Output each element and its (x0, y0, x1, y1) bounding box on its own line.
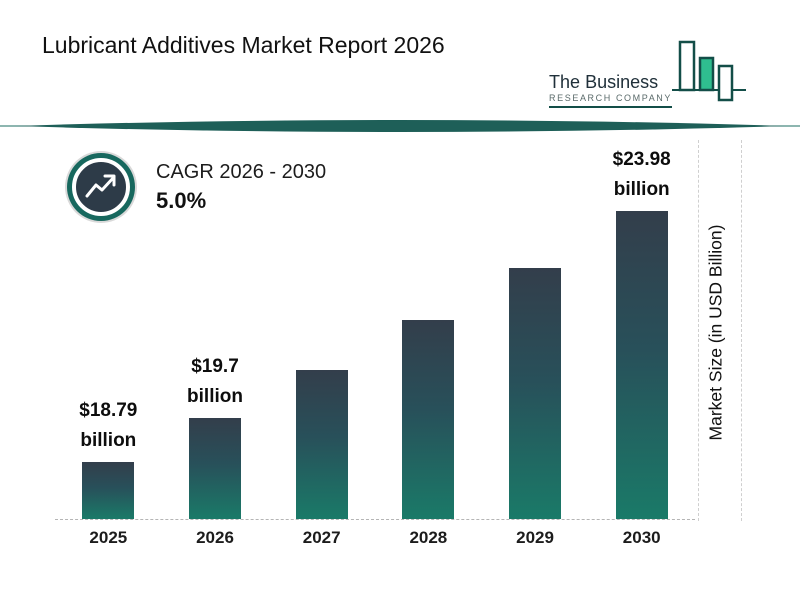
x-axis-tick-2027: 2027 (302, 528, 341, 547)
right-dashed-gridline-1 (698, 140, 699, 521)
bar-group-2025: $18.79 billion (55, 138, 162, 519)
y-axis-label: Market Size (in USD Billion) (705, 224, 726, 441)
company-logo-subtitle: RESEARCH COMPANY (549, 93, 672, 103)
cagr-trend-icon (72, 158, 130, 216)
cagr-block: CAGR 2026 - 2030 5.0% (72, 158, 326, 216)
header-divider (0, 120, 800, 132)
bar-chart-plot-area: $18.79 billion $19.7 billion $23.98 billion (55, 138, 695, 520)
x-axis-tick-2029: 2029 (516, 528, 554, 547)
x-axis-tick-2026: 2026 (196, 528, 234, 547)
x-axis-tick-2025: 2025 (89, 528, 128, 547)
page-title: Lubricant Additives Market Report 2026 (42, 32, 445, 58)
bar-group-2026: $19.7 billion (162, 138, 269, 519)
x-axis-tick-2028: 2028 (409, 528, 448, 547)
bar-group-2029 (482, 138, 589, 519)
company-logo-text: The Business RESEARCH COMPANY (549, 72, 672, 108)
bar-value-label-2026: $19.7 billion (187, 356, 243, 407)
bar-2029 (509, 268, 562, 519)
bar-2025 (82, 462, 135, 519)
bar-2028 (402, 320, 455, 519)
bar-group-2030: $23.98 billion (588, 138, 695, 519)
bar-value-label-2025: $18.79 billion (79, 400, 138, 451)
cagr-label: CAGR 2026 - 2030 (156, 160, 327, 183)
x-axis-labels: 2025 2026 2027 2028 2029 2030 (55, 528, 695, 548)
trending-up-arrow-icon (85, 174, 116, 198)
company-logo: The Business RESEARCH COMPANY (549, 34, 748, 108)
bar-2030 (615, 211, 668, 519)
company-logo-name: The Business (549, 72, 659, 92)
cagr-value: 5.0% (156, 187, 207, 213)
x-axis-tick-2030: 2030 (622, 528, 661, 547)
cagr-texts: CAGR 2026 - 2030 5.0% (156, 161, 326, 214)
bar-2026 (189, 418, 241, 519)
bar-value-label-2030: $23.98 billion (612, 149, 671, 200)
bar-2027 (295, 370, 348, 519)
right-dashed-gridline-2 (741, 140, 742, 521)
bar-group-2028 (375, 138, 482, 519)
company-logo-bars-icon (672, 40, 746, 102)
bar-group-2027 (268, 138, 375, 519)
